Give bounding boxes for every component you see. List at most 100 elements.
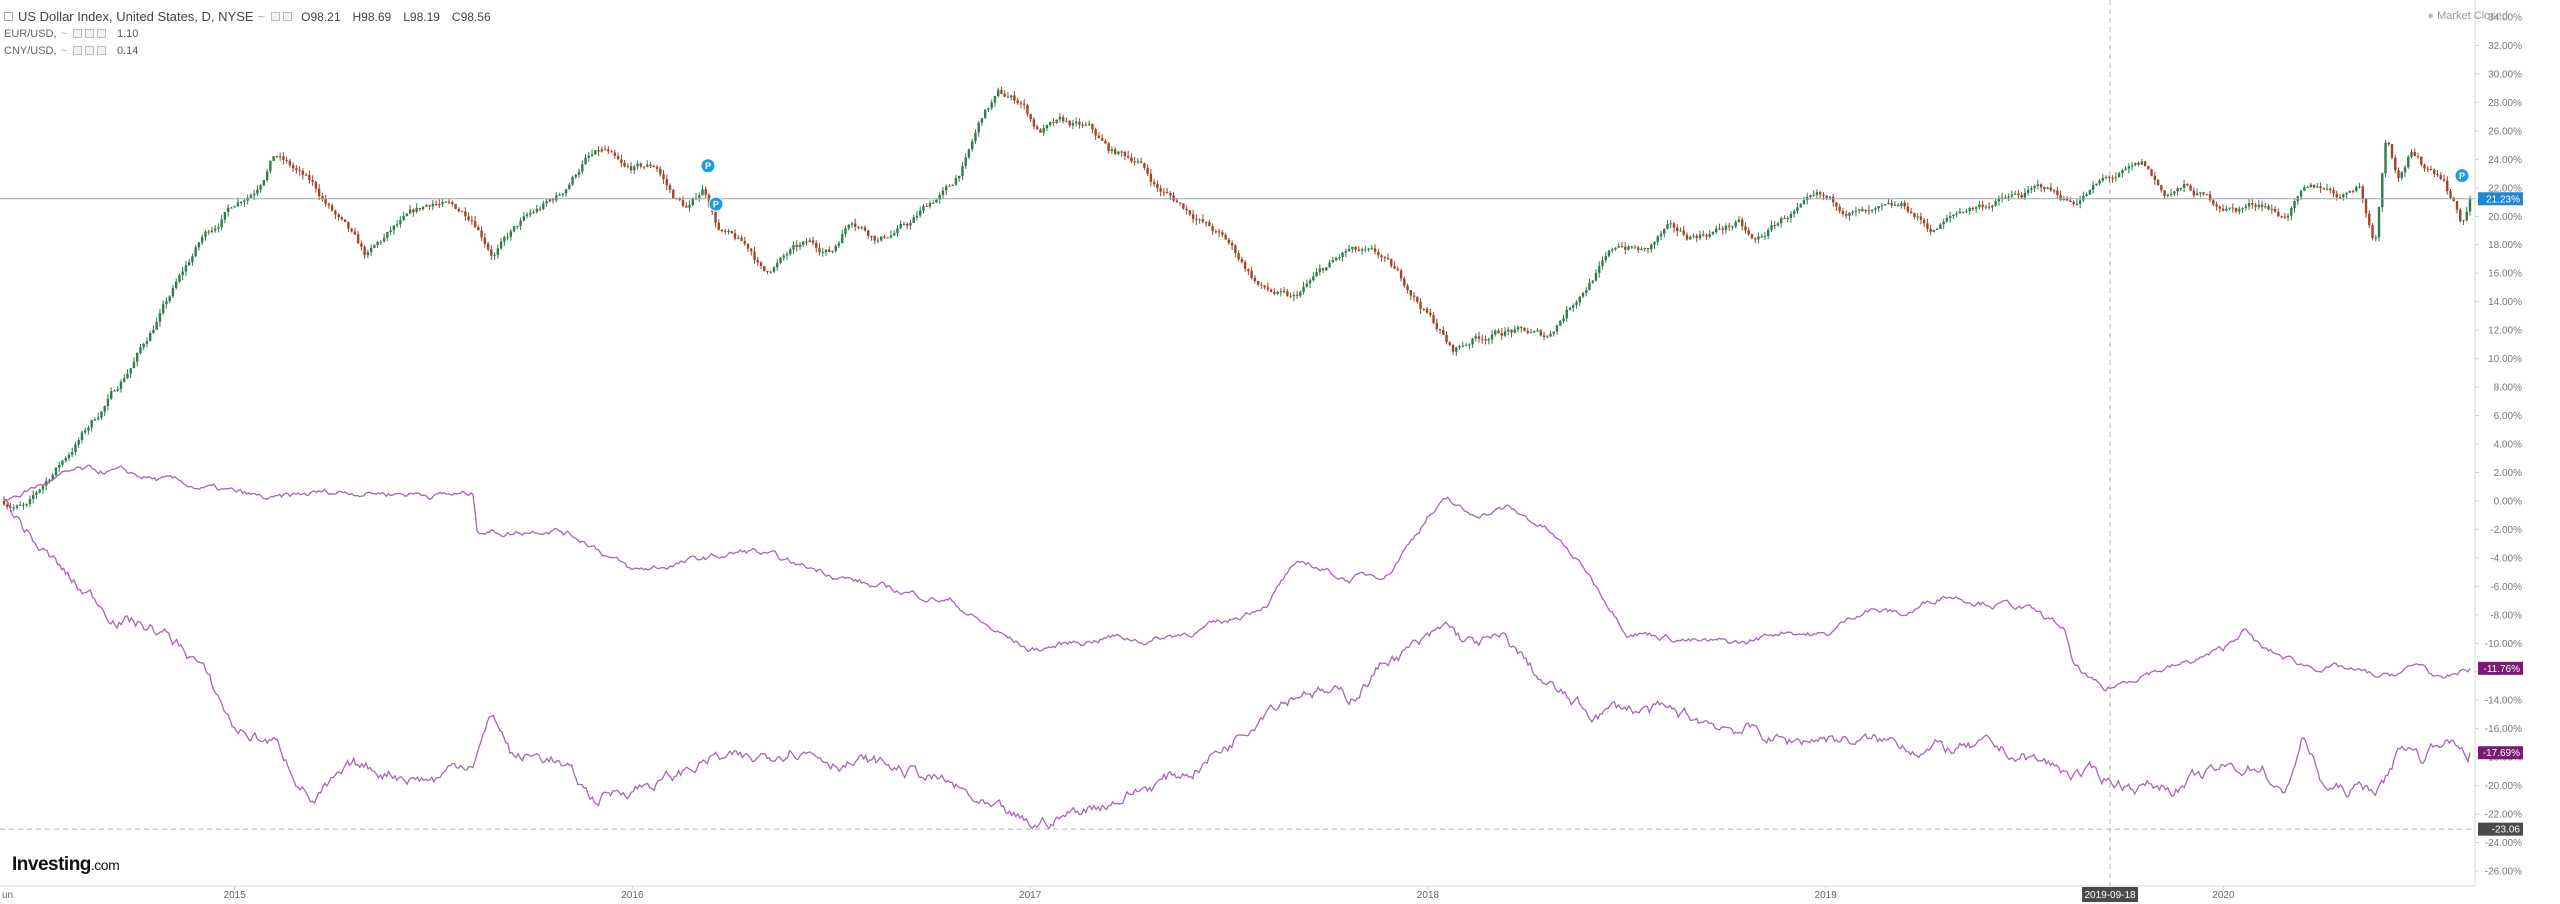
collapse-icon[interactable] [4, 12, 13, 21]
candle-body [314, 181, 318, 189]
eye-icon[interactable] [73, 46, 82, 55]
candle [2166, 193, 2170, 198]
candle-body [613, 152, 616, 156]
candle-body [1773, 225, 1776, 227]
candle [720, 228, 724, 233]
candle-body [1003, 93, 1006, 97]
candle [249, 193, 253, 199]
candle [415, 203, 418, 214]
candle [402, 211, 405, 221]
close-icon[interactable] [97, 29, 106, 38]
candle [1968, 206, 1971, 216]
candle-body [2059, 194, 2062, 200]
candle [2433, 168, 2436, 178]
candle [893, 230, 896, 236]
candle-body [1663, 228, 1666, 234]
candle-body [327, 203, 331, 206]
settings-icon[interactable] [85, 29, 94, 38]
candle [2234, 207, 2238, 214]
marker-label: P [713, 200, 719, 210]
candle-body [1438, 328, 1442, 331]
eye-icon[interactable] [73, 29, 82, 38]
candle [1152, 179, 1156, 187]
settings-icon[interactable] [85, 46, 94, 55]
candle-body [2000, 197, 2004, 199]
candle [996, 87, 1000, 98]
candle-body [925, 205, 928, 207]
candle-body [730, 231, 733, 234]
candle [1741, 217, 1744, 231]
candle-body [636, 163, 639, 167]
eurusd-axis-label-text: -11.76% [2483, 664, 2520, 675]
candle [717, 219, 720, 231]
candle [174, 278, 178, 290]
candle-body [1380, 255, 1383, 258]
candle [867, 229, 870, 239]
candle [2322, 187, 2325, 190]
candle [1965, 208, 1968, 214]
candle-body [2143, 161, 2147, 166]
candle [2348, 190, 2351, 194]
candle [906, 222, 909, 230]
candle-body [2290, 207, 2293, 216]
candle [444, 200, 448, 203]
candle-body [2251, 203, 2254, 205]
candle [1208, 219, 1211, 227]
candle-body [2465, 211, 2468, 221]
candle [233, 205, 236, 208]
cnyusd-axis-label-text: -17.69% [2483, 748, 2520, 759]
candle-body [139, 347, 142, 354]
candle [1909, 207, 1913, 214]
candle-body [415, 208, 418, 213]
candle [1250, 266, 1253, 280]
candle [2052, 188, 2056, 194]
settings-icon[interactable] [283, 12, 293, 21]
y-tick-label: 22.00% [2488, 183, 2522, 194]
candle-body [1903, 202, 1906, 207]
candle-body [1029, 114, 1032, 120]
candle [197, 241, 201, 251]
legend-row-cnyusd: CNY/USD, ~ 0.14 [4, 42, 497, 59]
cnyusd-series-line [3, 499, 2471, 831]
candle-body [2413, 152, 2416, 157]
candle-body [1578, 296, 1581, 303]
candle [2169, 189, 2173, 197]
candle [649, 161, 652, 169]
candle-body [818, 247, 821, 253]
candle-body [545, 201, 548, 204]
candle-body [1624, 246, 1627, 250]
candle [2020, 192, 2023, 199]
candle-body [776, 262, 779, 268]
candle-body [1328, 262, 1331, 268]
candle [1315, 267, 1318, 277]
candle-body [2017, 193, 2020, 196]
candle [25, 503, 28, 508]
brand-suffix: .com [90, 857, 120, 873]
candle [2218, 205, 2222, 213]
candle-body [2163, 190, 2166, 197]
candle-body [1217, 231, 1221, 233]
candle [919, 206, 922, 218]
candle [1637, 245, 1640, 253]
candle [1961, 211, 1965, 214]
candle [1117, 151, 1120, 156]
candle-body [1425, 308, 1429, 313]
eye-icon[interactable] [271, 12, 281, 21]
candle [493, 252, 496, 261]
candle-body [1705, 234, 1708, 237]
candle [902, 221, 906, 226]
candle [421, 206, 425, 211]
candle-body [1084, 124, 1088, 126]
candle [1143, 162, 1146, 171]
close-icon[interactable] [97, 46, 106, 55]
candle [1279, 288, 1283, 297]
candle [743, 236, 746, 246]
candle-body [1120, 151, 1123, 153]
candle [178, 273, 181, 283]
candle [688, 200, 691, 212]
candle-body [961, 166, 964, 176]
candle [818, 243, 821, 256]
candle-body [106, 398, 110, 407]
candle-body [171, 287, 175, 297]
candle [1536, 328, 1539, 333]
